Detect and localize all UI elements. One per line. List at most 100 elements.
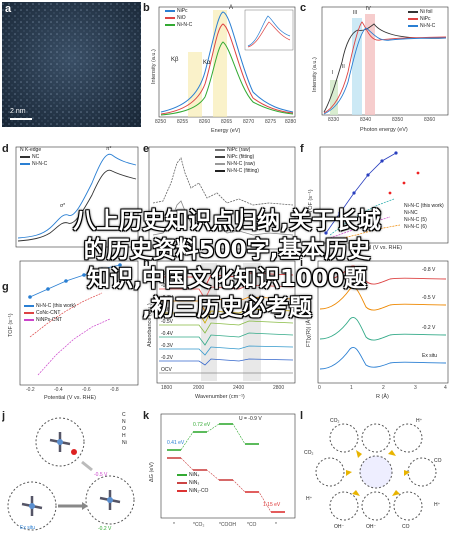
legend-item: NiPc [408, 16, 431, 22]
legend-item: Ni-N-C (this work) [404, 203, 444, 209]
panel-c-label: c [300, 2, 307, 14]
species-label: CO₂ [304, 450, 314, 456]
potential-label: -0.8V [161, 283, 173, 289]
curve-label: -0.5 V [422, 295, 436, 301]
tick: 8250 [155, 119, 167, 125]
tick: * [275, 522, 277, 528]
panel-i: i FT|χ(R)| (Å⁻³) -0.8 V -0.5 V -0.2 V Ex… [300, 257, 452, 405]
tick: 3 [414, 385, 417, 391]
tick: 2 [382, 385, 385, 391]
panel-a-label: a [5, 3, 12, 15]
panel-j: j Ex situ -0.5 V -0.2 V C N O H Ni [2, 410, 142, 535]
panel-i-label: i [300, 257, 304, 269]
scale-bar-label: 2 nm [10, 108, 26, 115]
panel-h-xlabel: Wavenumber (cm⁻¹) [195, 394, 245, 400]
legend-item: CoNc-CNT [24, 310, 60, 316]
state-label: -0.5 V [94, 472, 108, 478]
element-o: O [122, 426, 126, 432]
legend-item: Ni-N-C [20, 161, 47, 167]
overlay-line-3: 知识,中国文化知识1000题 [87, 266, 367, 292]
species-label: H⁺ [434, 502, 441, 508]
peak-label: I [332, 70, 334, 76]
species-label: H⁺ [416, 418, 423, 424]
panel-l-label: l [300, 410, 304, 422]
potential-label: -0.2V [161, 355, 173, 361]
tick: 4 [444, 385, 447, 391]
tick: 1 [350, 385, 353, 391]
element-h: H [122, 433, 126, 439]
panel-c-ylabel: Intensity (a.u.) [312, 57, 318, 92]
peak-label: IV [366, 6, 371, 12]
tick: 8330 [328, 117, 340, 123]
tick: 8340 [360, 117, 372, 123]
potential-label: -0.4V [161, 331, 173, 337]
tick: 8260 [199, 119, 211, 125]
overlay-line-1: 八上历史知识点归纳,关于长城 [73, 208, 381, 234]
species-label: H⁺ [306, 496, 313, 502]
panel-i-xlabel: R (Å) [376, 394, 389, 400]
legend-title: N K-edge [20, 147, 42, 153]
panel-c-xlabel: Photon energy (eV) [360, 127, 408, 133]
tick: 8270 [243, 119, 255, 125]
panel-g-label: g [2, 281, 9, 293]
legend-item: Ni-N-C [408, 23, 435, 29]
tick: 1800 [161, 385, 173, 391]
species-label: OH⁻ [334, 524, 345, 530]
tick: 2400 [233, 385, 245, 391]
legend-item: NiN₃ [177, 480, 199, 486]
tick: 8360 [424, 117, 436, 123]
peak-label: II [342, 64, 345, 70]
legend-item: NiO [165, 15, 186, 21]
tick: 8265 [221, 119, 233, 125]
energy-value: 0.41 eV [167, 440, 185, 446]
potential-label: -0.6V [161, 307, 173, 313]
state-label: -0.2 V [98, 526, 112, 532]
curve-label: -0.8 V [422, 267, 436, 273]
panel-b: b Intensity (a.u.) Energy (eV) 8250 8255… [143, 2, 299, 137]
species-label: CO [402, 524, 410, 530]
curve-label: Ex situ [422, 353, 438, 359]
legend-item: NiNPs-CNT [24, 317, 62, 323]
peak-label: Kα [203, 60, 211, 66]
legend-item: Ni-N-C (raw) [215, 161, 255, 167]
panel-b-xlabel: Energy (eV) [211, 128, 241, 134]
species-label: CO [434, 458, 442, 464]
tick: 0 [318, 385, 321, 391]
overlay-line-4: ,初三历史必考题 [142, 295, 312, 321]
panel-h: h Absorbance (a.u.) -0.9V -0.8V -0.7V -0… [143, 257, 299, 405]
panel-h-label: h [143, 257, 150, 269]
tem-image [2, 2, 141, 127]
panel-c: c Intensity (a.u.) Photon energy (eV) 83… [300, 2, 452, 137]
tick: 2000 [193, 385, 205, 391]
peak-label: σ* [60, 203, 66, 209]
panel-j-label: j [2, 410, 6, 422]
legend-item: Ni-N-C [165, 22, 192, 28]
panel-k: k ΔG (eV) U = -0.9 V 0.41 eV 0.72 eV 1.1… [143, 410, 299, 535]
panel-a: a 2 nm [2, 2, 141, 127]
element-legend: C N O H Ni [122, 412, 127, 447]
panel-f: f TOF (s⁻¹) Ni-N-C (this work) Ni-NC Ni-… [300, 143, 452, 255]
overlay-line-2: 的历史资料500字,基本历史 [83, 237, 371, 263]
panel-g-xlabel: Potential (V vs. RHE) [44, 395, 96, 401]
tick: * [173, 522, 175, 528]
tick: -0.6 [82, 387, 91, 393]
element-ni: Ni [122, 440, 127, 446]
panel-e-label: e [143, 143, 150, 155]
tick: 8280 [285, 119, 297, 125]
panel-l: l CO₂ H⁺ CO₂ CO H⁺ OH⁻ OH⁻ CO H⁺ [300, 410, 452, 535]
tick: *COOH [219, 522, 236, 528]
panel-d: d N K-edge NC Ni-N-C π* σ* [2, 143, 142, 255]
energy-value: 0.72 eV [193, 422, 211, 428]
tick: -0.8 [110, 387, 119, 393]
energy-value: 1.15 eV [263, 502, 281, 508]
peak-label: Kβ [171, 57, 179, 63]
panel-e: e NiPc (raw) NiPc (fitting) Ni-N-C (raw)… [143, 143, 299, 255]
legend-item: Ni-NC [404, 210, 418, 216]
panel-k-label: k [143, 410, 150, 422]
tick: 8255 [177, 119, 189, 125]
legend-item: Ni-N-C (5) [404, 217, 427, 223]
panel-f-label: f [300, 143, 304, 155]
potential-label: -0.3V [161, 343, 173, 349]
legend-item: Ni-N-C (fitting) [215, 168, 259, 174]
tick: 2800 [273, 385, 285, 391]
